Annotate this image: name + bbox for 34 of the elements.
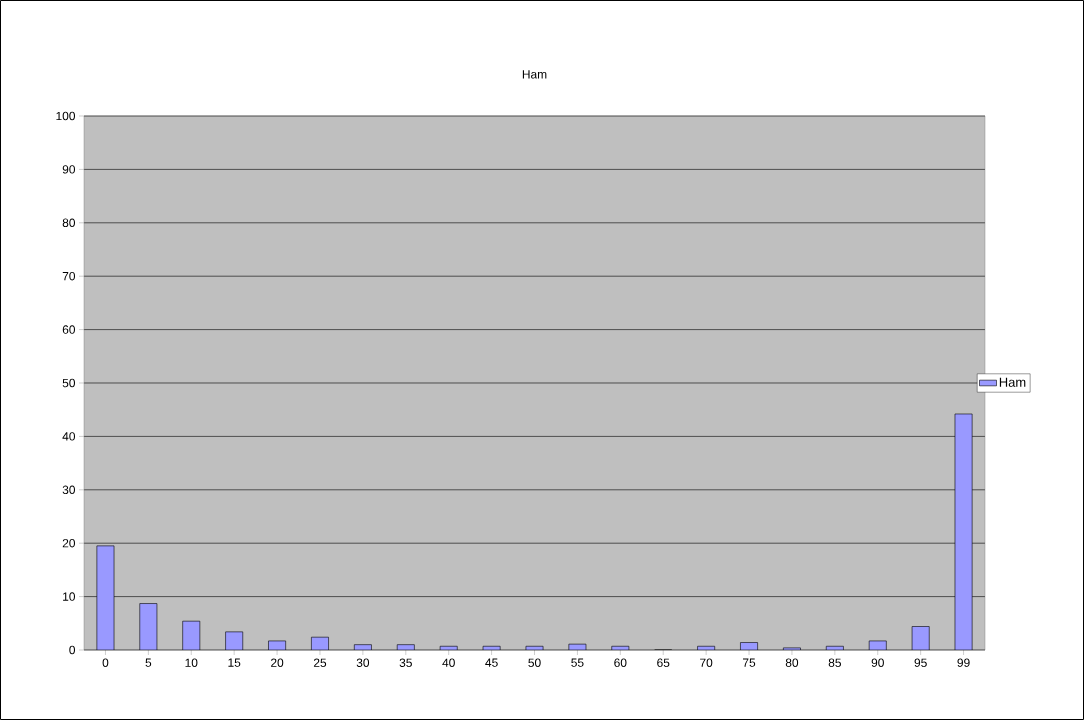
x-tick-label: 25 [313,658,327,667]
x-tick-label: 50 [528,658,541,667]
x-tick-label: 30 [356,658,370,667]
legend-label: Ham [999,377,1026,387]
y-tick-label: 90 [62,165,76,174]
x-tick-label: 65 [657,658,670,667]
x-tick-label: 15 [228,658,241,667]
y-tick-label: 80 [62,218,76,228]
x-tick-label: 10 [185,658,198,667]
y-tick-label: 30 [62,485,76,495]
y-tick-label: 20 [62,538,76,548]
y-tick-label: 10 [63,592,76,601]
x-tick-label: 95 [914,658,927,667]
y-tick-label: 100 [56,111,76,121]
x-tick-label: 85 [828,658,841,667]
y-tick-label: 0 [69,645,76,655]
x-tick-label: 55 [571,658,584,667]
x-tick-label: 5 [145,658,152,667]
y-tick-label: 70 [62,271,76,281]
x-tick-label: 90 [871,658,884,667]
x-tick-label: 45 [485,658,498,667]
x-tick-label: 75 [742,658,756,667]
y-tick-label: 60 [62,325,76,334]
x-tick-label: 35 [399,658,412,667]
x-tick-label: 0 [102,658,109,667]
x-tick-label: 80 [785,658,799,667]
x-tick-label: 70 [700,658,713,667]
x-tick-label: 99 [957,658,970,667]
chart-title: Ham [522,70,547,79]
y-tick-label: 40 [62,432,76,441]
x-tick-label: 40 [442,658,455,667]
x-tick-label: 20 [271,658,284,667]
y-tick-label: 50 [62,378,76,388]
x-tick-label: 60 [614,658,627,667]
